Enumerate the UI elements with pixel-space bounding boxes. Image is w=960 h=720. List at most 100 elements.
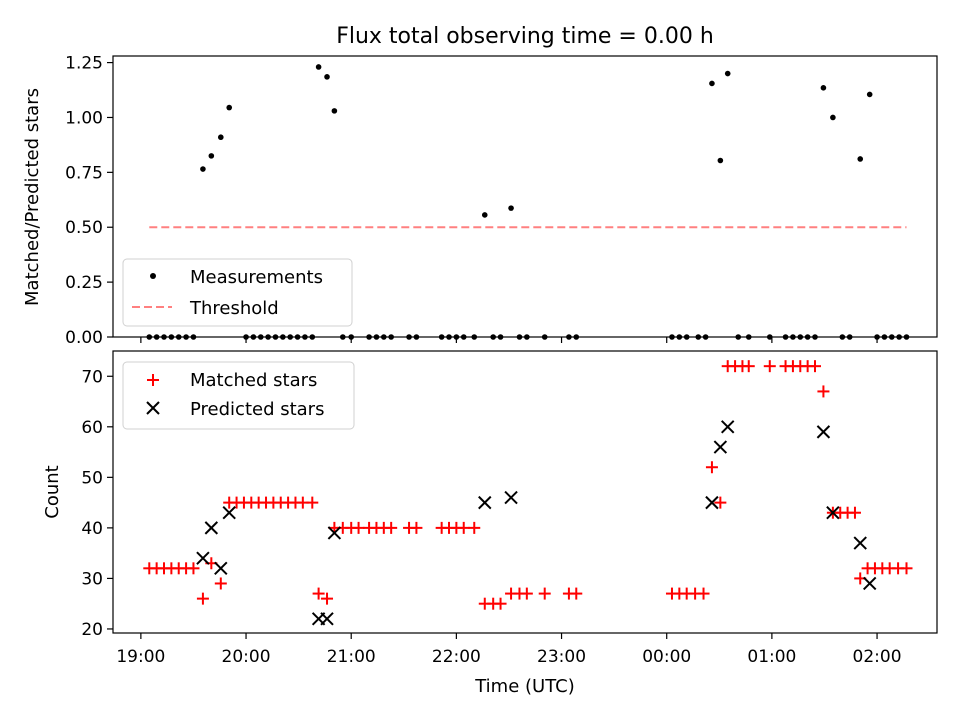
bottom-ytick-label: 70 <box>81 367 103 387</box>
bottom-xtick-label: 02:00 <box>853 647 902 667</box>
predicted-point-b <box>196 551 210 565</box>
legend-label-matched: Matched stars <box>190 370 317 391</box>
predicted-point <box>853 536 867 550</box>
measurement-point <box>315 64 322 70</box>
matched-point <box>817 385 830 398</box>
bottom-xtick-label: 21:00 <box>327 647 376 667</box>
matched-point <box>457 521 470 534</box>
bottom-xtick-label: 20:00 <box>222 647 271 667</box>
legend-marker-matched <box>147 374 159 386</box>
predicted-point-b <box>320 612 334 626</box>
bottom-ytick-label: 60 <box>81 418 103 438</box>
bottom-ytick-label: 20 <box>81 620 103 640</box>
predicted-point-b <box>705 495 719 510</box>
bottom-x-axis-label: Time (UTC) <box>474 676 575 697</box>
measurement-point <box>226 104 233 111</box>
top-legend: Measurements Threshold <box>122 258 353 327</box>
top-legend-box <box>122 258 353 327</box>
predicted-point-b <box>204 521 219 535</box>
bottom-xtick-label: 19:00 <box>116 647 165 667</box>
top-y-axis: 0.00 0.25 0.50 0.75 1.00 1.25 <box>65 54 113 348</box>
measurement-point <box>857 156 864 162</box>
measurement-point <box>717 157 724 164</box>
matched-point <box>385 521 398 534</box>
measurement-point <box>481 212 488 218</box>
bottom-legend: Matched stars Predicted stars <box>122 361 355 430</box>
measurement-point <box>208 153 215 159</box>
top-ytick-label: 1.25 <box>65 54 103 74</box>
predicted-point <box>862 576 877 591</box>
top-y-axis-label: Matched/Predicted stars <box>22 88 43 306</box>
bottom-plot-frame <box>112 350 938 634</box>
measurement-point <box>508 205 514 211</box>
predicted-point-b <box>478 495 492 510</box>
matched-point <box>697 587 710 600</box>
predicted-point <box>204 521 219 535</box>
legend-marker-measurements <box>150 273 156 279</box>
matched-point <box>714 496 727 509</box>
predicted-point <box>478 495 492 510</box>
predicted-point-b <box>214 561 228 576</box>
matched-point <box>352 521 365 534</box>
top-x-axis <box>140 337 878 343</box>
predicted-point <box>504 490 518 505</box>
predicted-point-b <box>504 490 518 505</box>
measurement-point <box>866 91 873 98</box>
measurement-point <box>709 80 715 87</box>
measurement-point <box>820 85 827 91</box>
matched-point <box>570 587 583 600</box>
predicted-point <box>816 425 831 439</box>
bottom-y-axis-label: Count <box>42 465 63 518</box>
bottom-xtick-label: 00:00 <box>642 647 691 667</box>
bottom-ytick-label: 40 <box>81 519 103 539</box>
matched-point <box>900 562 913 575</box>
predicted-point-b <box>826 506 840 520</box>
matched-point <box>312 587 325 600</box>
top-panel: 0.00 0.25 0.50 0.75 1.00 1.25 Matched/Predict… <box>22 54 938 348</box>
matched-point <box>196 592 209 605</box>
top-ytick-label: 0.50 <box>65 218 103 238</box>
predicted-point <box>705 495 719 510</box>
bottom-panel: 20 30 40 50 60 70 19:00 20:00 21:00 22:00 23:00 00… <box>42 350 938 697</box>
predicted-point <box>222 506 236 520</box>
legend-marker-predicted <box>146 401 160 415</box>
legend-label-threshold: Threshold <box>189 298 279 319</box>
matched-point <box>468 521 481 534</box>
bottom-xtick-label: 22:00 <box>432 647 481 667</box>
bottom-x-axis: 19:00 20:00 21:00 22:00 23:00 00:00 01:00 02:00 <box>116 633 902 667</box>
predicted-point-b <box>222 506 236 520</box>
predicted-point <box>721 420 735 434</box>
predicted-point <box>327 526 342 540</box>
predicted-series <box>196 420 877 626</box>
top-ytick-label: 0.75 <box>65 163 103 183</box>
matched-point <box>214 577 227 590</box>
matched-point <box>742 360 755 373</box>
matched-point <box>187 562 200 575</box>
matched-point <box>538 587 551 600</box>
predicted-point-b <box>862 576 877 591</box>
bottom-ytick-label: 50 <box>81 468 103 488</box>
predicted-point-b <box>816 425 831 439</box>
matched-point <box>848 506 861 519</box>
top-ytick-label: 0.00 <box>65 328 103 348</box>
measurement-point <box>830 114 836 121</box>
legend-label-predicted: Predicted stars <box>190 399 324 420</box>
measurement-point <box>200 166 206 172</box>
top-ytick-label: 1.00 <box>65 108 103 128</box>
matched-point <box>306 496 319 509</box>
predicted-point <box>214 561 228 576</box>
bottom-xtick-label: 01:00 <box>747 647 796 667</box>
matched-point <box>494 597 507 610</box>
predicted-point <box>196 551 210 565</box>
top-ytick-label: 0.25 <box>65 273 103 293</box>
matched-point <box>809 360 822 373</box>
bottom-legend-box <box>122 361 355 430</box>
predicted-point-b <box>713 440 728 454</box>
measurement-point <box>217 134 224 141</box>
legend-label-measurements: Measurements <box>190 267 323 288</box>
matched-point <box>321 592 334 605</box>
top-plot-frame <box>112 55 938 338</box>
chart-title: Flux total observing time = 0.00 h <box>336 24 714 49</box>
predicted-point <box>713 440 728 454</box>
